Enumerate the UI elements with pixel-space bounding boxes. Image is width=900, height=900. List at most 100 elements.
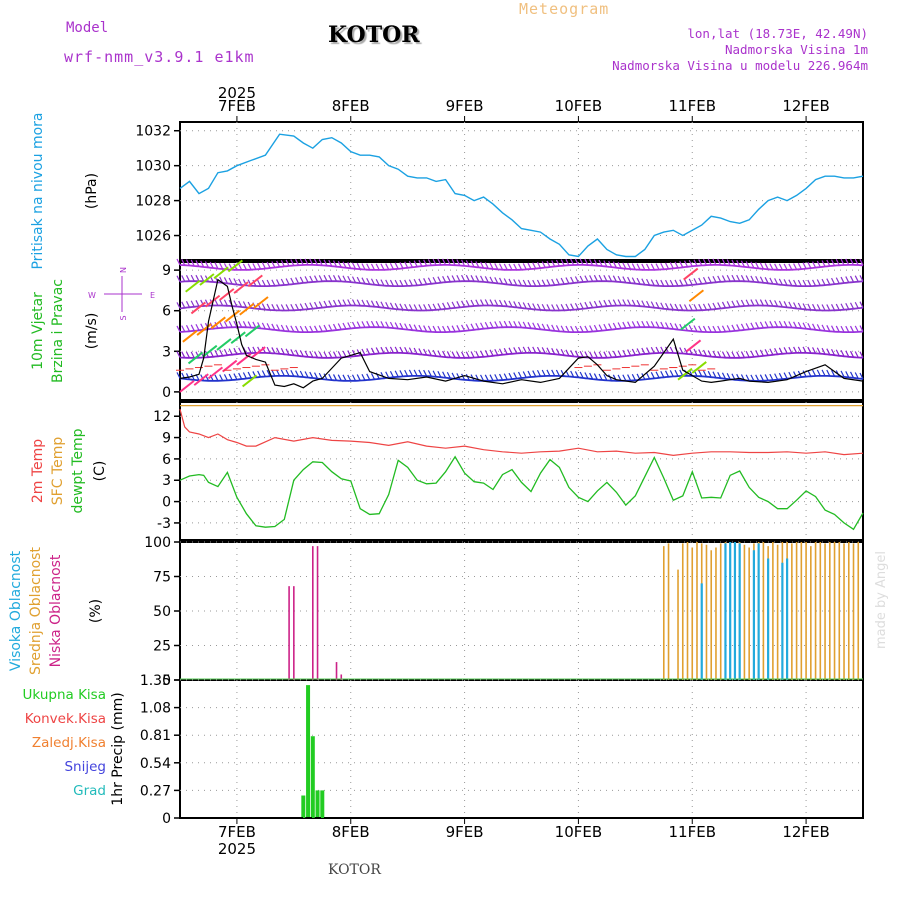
ytick-label: 100 bbox=[144, 535, 171, 551]
wind-barb bbox=[181, 258, 186, 266]
wind-barb bbox=[541, 303, 546, 311]
wind-barb bbox=[261, 303, 266, 310]
wind-barb bbox=[190, 373, 195, 381]
wind-barb bbox=[480, 350, 485, 358]
wind-barb bbox=[247, 346, 252, 354]
wind-barb bbox=[783, 279, 788, 286]
pressure-unit: (hPa) bbox=[84, 173, 100, 209]
wind-barb bbox=[484, 276, 489, 283]
wind-barb bbox=[323, 259, 328, 266]
wind-barb bbox=[589, 259, 594, 266]
ytick-label: 0 bbox=[162, 385, 171, 401]
bottom-day-label: 9FEB bbox=[446, 823, 484, 841]
wind-barb bbox=[389, 279, 394, 287]
wind-barb bbox=[584, 301, 589, 309]
wind-barb bbox=[574, 350, 579, 358]
wind-barb bbox=[437, 258, 442, 266]
wind-barb bbox=[323, 324, 328, 332]
wind-barb-strong bbox=[210, 316, 226, 330]
wind-barb bbox=[427, 303, 432, 311]
wind-barb bbox=[209, 350, 214, 358]
wind-barb bbox=[555, 369, 560, 377]
wind-barb bbox=[332, 374, 338, 381]
wind-barb bbox=[437, 350, 442, 357]
wind-barb bbox=[812, 261, 817, 268]
wind-barb bbox=[304, 276, 309, 283]
wind-barb bbox=[427, 277, 432, 285]
wind-barb bbox=[845, 325, 850, 333]
wind-barb bbox=[769, 277, 774, 285]
wind-barb bbox=[802, 262, 807, 269]
temp-label-sfc: SFC Temp bbox=[50, 437, 66, 506]
wind-barb bbox=[342, 275, 347, 283]
wind-barb bbox=[290, 369, 295, 377]
wind-barb bbox=[494, 299, 499, 307]
wind-barb bbox=[513, 279, 518, 286]
wind-barb bbox=[508, 347, 513, 355]
wind-barb bbox=[380, 301, 385, 309]
wind-barb bbox=[574, 276, 579, 283]
wind-barb bbox=[736, 373, 741, 381]
wind-barb bbox=[527, 322, 532, 329]
wind-barb bbox=[655, 321, 660, 328]
wind-barb bbox=[347, 322, 352, 329]
ytick-label: 0.81 bbox=[140, 728, 171, 744]
ytick-label: 50 bbox=[153, 604, 171, 620]
wind-barb bbox=[826, 278, 831, 285]
wind-barb bbox=[394, 279, 399, 287]
wind-barb bbox=[356, 262, 361, 270]
wind-barb bbox=[404, 303, 409, 311]
wind-barb bbox=[579, 258, 584, 266]
wind-barb bbox=[565, 349, 570, 357]
wind-barb bbox=[717, 371, 722, 379]
wind-barb bbox=[418, 369, 423, 377]
wind-barb bbox=[385, 302, 390, 309]
precip-frame bbox=[179, 679, 864, 819]
wind-barb bbox=[650, 301, 655, 308]
wind-barb bbox=[717, 302, 722, 309]
wind-barb bbox=[532, 346, 537, 354]
wind-barb-strong bbox=[239, 302, 255, 316]
precip-legend-item: Zaledj.Kisa bbox=[32, 735, 106, 751]
wind-barb bbox=[783, 301, 788, 308]
wind-barb bbox=[622, 321, 627, 329]
wind-barb bbox=[778, 347, 783, 355]
wind-barb-strong bbox=[190, 301, 207, 315]
wind-barb bbox=[484, 262, 489, 269]
wind-barb bbox=[423, 348, 428, 356]
wind-barb bbox=[812, 369, 817, 377]
wind-barb bbox=[427, 259, 432, 266]
wind-barb bbox=[389, 262, 394, 270]
wind-barb bbox=[503, 347, 508, 355]
wind-barb bbox=[698, 277, 703, 285]
wind-barb bbox=[693, 348, 698, 356]
wind-barb bbox=[200, 260, 205, 268]
wind-barb bbox=[693, 259, 698, 267]
wind-barb bbox=[759, 262, 764, 270]
cloud-label-high: Visoka Oblacnost bbox=[8, 550, 24, 671]
wind-barb bbox=[608, 275, 613, 282]
wind-barb bbox=[314, 301, 319, 309]
wind-barb bbox=[347, 299, 352, 306]
wind-barb bbox=[584, 372, 589, 379]
ytick-label: 1030 bbox=[135, 159, 171, 175]
wind-barb bbox=[802, 370, 807, 377]
wind-barb bbox=[541, 323, 546, 331]
wind-barb bbox=[261, 262, 266, 269]
wind-barb bbox=[394, 346, 399, 354]
wind-barb bbox=[370, 278, 376, 286]
wind-barb bbox=[366, 299, 371, 307]
wind-barb bbox=[807, 346, 812, 354]
wind-barb bbox=[238, 300, 243, 308]
wind-barb-strong bbox=[685, 339, 702, 353]
wind-barb bbox=[726, 351, 731, 359]
wind-barb bbox=[223, 321, 228, 328]
wind-barb bbox=[332, 274, 338, 282]
wind-barb bbox=[437, 325, 442, 333]
wind-barb bbox=[257, 279, 262, 287]
wind-barb bbox=[764, 349, 769, 356]
wind-barb bbox=[328, 351, 333, 359]
wind-barb bbox=[489, 349, 494, 357]
wind-barb bbox=[380, 346, 385, 354]
wind-barb bbox=[674, 303, 679, 311]
